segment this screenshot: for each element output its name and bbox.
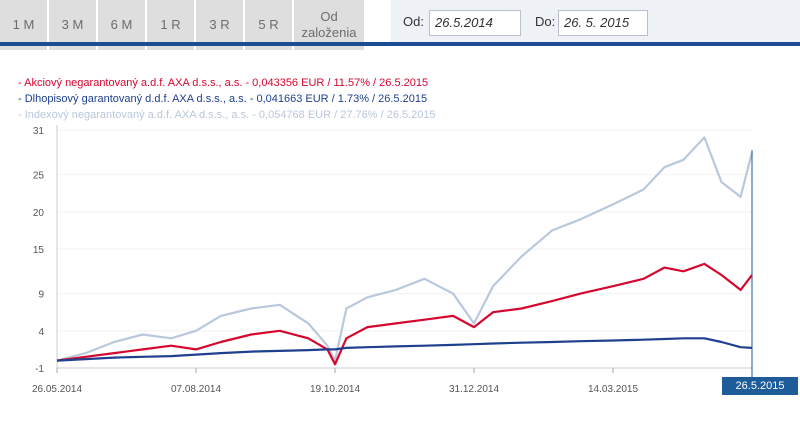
- series-line-indexovy: [56, 136, 754, 362]
- date-range-bar: Od: 26.5.2014 Do: 26. 5. 2015: [391, 0, 800, 42]
- legend-indexovy: - Indexový negarantovaný a.d.f. AXA d.s.…: [18, 109, 436, 121]
- y-tick-label: 9: [38, 290, 44, 301]
- tab-3-years[interactable]: 3 R: [196, 0, 243, 50]
- series-line-dlhopisovy: [56, 337, 753, 362]
- x-tick-label: 26.05.2014: [32, 384, 82, 395]
- y-tick-label: 20: [33, 208, 45, 219]
- chart-legend: - Akciový negarantovaný a.d.f. AXA d.s.s…: [18, 75, 436, 123]
- y-tick-label: -1: [35, 364, 44, 375]
- x-tick-label: 14.03.2015: [588, 384, 638, 395]
- series-line-akciovy: [56, 262, 753, 366]
- y-tick-label: 4: [38, 327, 44, 338]
- to-label: Do:: [535, 14, 556, 29]
- y-tick-label: 31: [33, 126, 45, 137]
- selected-date-badge: 26.5.2015: [722, 377, 798, 395]
- x-tick-label: 31.12.2014: [449, 384, 499, 395]
- header-divider: [0, 42, 800, 46]
- legend-dlhopisovy: - Dlhopisový garantovaný d.d.f. AXA d.s.…: [18, 93, 428, 105]
- tab-6-months[interactable]: 6 M: [98, 0, 145, 50]
- y-tick-label: 25: [33, 171, 45, 182]
- period-tabs: 1 M 3 M 6 M 1 R 3 R 5 R Od založenia: [0, 0, 364, 50]
- x-tick-label: 07.08.2014: [171, 384, 221, 395]
- tab-5-years[interactable]: 5 R: [245, 0, 292, 50]
- from-date-input[interactable]: 26.5.2014: [429, 10, 521, 36]
- from-label: Od:: [403, 14, 424, 29]
- tab-since-inception[interactable]: Od založenia: [294, 0, 364, 50]
- tab-3-months[interactable]: 3 M: [49, 0, 96, 50]
- legend-akciovy: - Akciový negarantovaný a.d.f. AXA d.s.s…: [18, 77, 429, 89]
- x-tick-label: 19.10.2014: [310, 384, 360, 395]
- y-tick-label: 15: [33, 245, 45, 256]
- tab-1-year[interactable]: 1 R: [147, 0, 194, 50]
- top-toolbar: 1 M 3 M 6 M 1 R 3 R 5 R Od založenia Od:…: [0, 0, 800, 50]
- tab-1-month[interactable]: 1 M: [0, 0, 47, 50]
- to-date-input[interactable]: 26. 5. 2015: [558, 10, 648, 36]
